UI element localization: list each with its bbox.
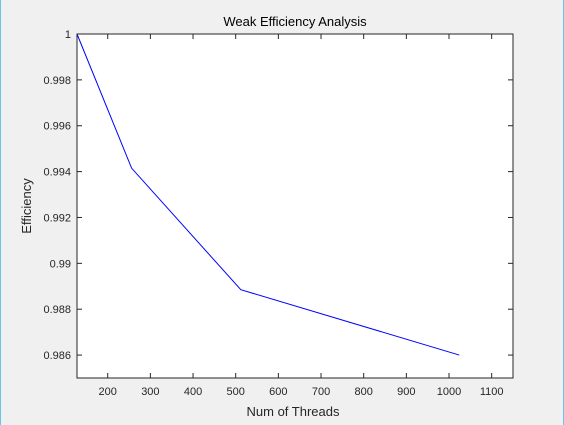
y-tick-label: 0.994 [43, 167, 71, 179]
y-tick-label: 0.998 [43, 75, 71, 87]
y-tick-label: 0.996 [43, 121, 71, 133]
x-tick-label: 400 [184, 386, 202, 398]
series-line [76, 33, 460, 356]
x-tick-label: 1100 [480, 386, 504, 398]
x-tick-label: 700 [312, 386, 330, 398]
x-tick-label: 600 [269, 386, 287, 398]
plot-frame [76, 33, 514, 379]
x-tick-label: 900 [397, 386, 415, 398]
y-tick-label: 0.99 [50, 258, 71, 270]
x-tick-label: 300 [141, 386, 159, 398]
y-axis-label: Efficiency [19, 178, 34, 234]
x-tick-label: 500 [227, 386, 245, 398]
ticks-layer: 200 300 400 500 600 700 800 900 1000 1100 0.986 0.9… [43, 29, 513, 398]
y-tick-label: 0.988 [43, 304, 71, 316]
y-tick-label: 0.986 [43, 350, 71, 362]
x-tick-label: 200 [99, 386, 117, 398]
plot-area [77, 34, 513, 378]
y-tick-label: 1 [65, 29, 71, 41]
x-tick-label: 800 [355, 386, 373, 398]
x-tick-label: 1000 [437, 386, 461, 398]
chart-title: Weak Efficiency Analysis [223, 14, 367, 29]
y-tick-label: 0.992 [43, 212, 71, 224]
x-axis-label: Num of Threads [247, 404, 340, 419]
